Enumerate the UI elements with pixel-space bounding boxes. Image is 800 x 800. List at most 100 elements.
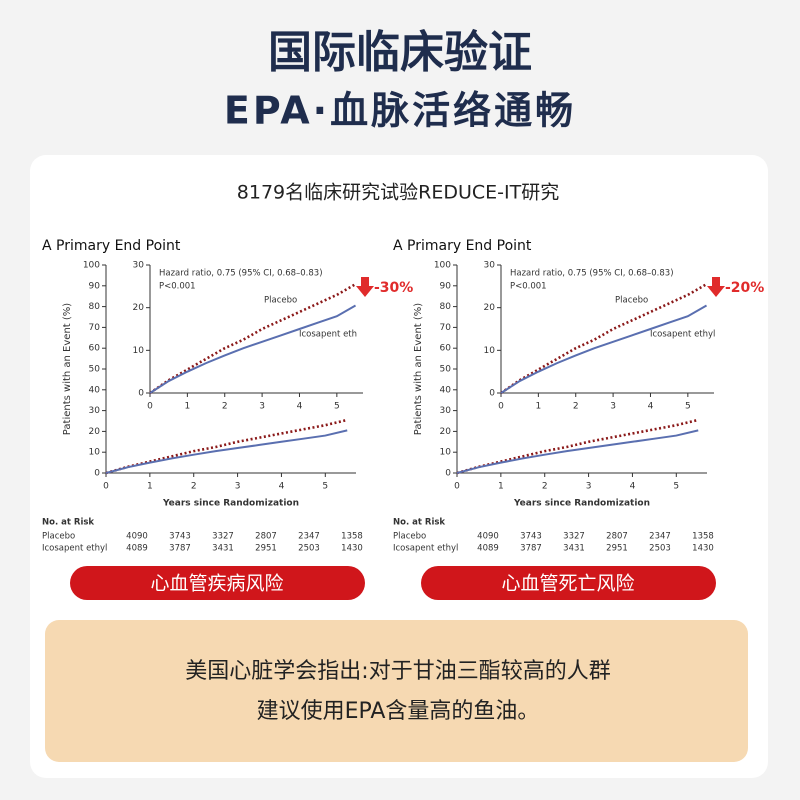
- legend-label: Placebo: [264, 296, 297, 306]
- banner: [70, 566, 365, 600]
- y-axis-label: Patients with an Event (%): [413, 303, 424, 435]
- risk-title: No. at Risk: [42, 518, 94, 528]
- y-tick-label: 90: [89, 281, 101, 291]
- x-tick-label: 0: [454, 482, 460, 492]
- risk-value: 2807: [606, 532, 628, 542]
- arrow: [356, 277, 374, 297]
- banner-text: 心血管死亡风险: [501, 573, 634, 595]
- x-axis-label: Years since Randomization: [162, 499, 299, 509]
- risk-value: 2503: [298, 544, 320, 554]
- y-tick-label: 30: [89, 406, 101, 416]
- x-tick-label: 2: [222, 402, 228, 412]
- subtitle: EPA·血脉活络通畅: [224, 89, 576, 133]
- banner-text: 心血管疾病风险: [150, 573, 283, 595]
- x-tick-label: 5: [685, 402, 691, 412]
- change-label: -20%: [725, 280, 764, 296]
- y-tick-label: 70: [440, 323, 452, 333]
- y-tick-label: 30: [440, 406, 452, 416]
- y-tick-label: 20: [484, 303, 496, 313]
- banner: [421, 566, 716, 600]
- y-tick-label: 50: [89, 365, 101, 375]
- risk-label: Placebo: [393, 532, 426, 542]
- y-tick-label: 60: [440, 344, 452, 354]
- risk-value: 2347: [298, 532, 320, 542]
- x-tick-label: 1: [536, 402, 542, 412]
- risk-label: Icosapent ethyl: [42, 544, 107, 554]
- legend-label: Placebo: [615, 296, 648, 306]
- y-tick-label: 0: [138, 389, 144, 399]
- y-tick-label: 70: [89, 323, 101, 333]
- risk-value: 2807: [255, 532, 277, 542]
- risk-value: 2347: [649, 532, 671, 542]
- series-line: [149, 304, 357, 394]
- x-tick-label: 3: [610, 402, 616, 412]
- x-tick-label: 5: [322, 482, 328, 492]
- y-tick-label: 0: [94, 469, 100, 479]
- y-tick-label: 10: [133, 346, 145, 356]
- x-tick-label: 1: [147, 482, 153, 492]
- risk-value: 3787: [169, 544, 191, 554]
- x-tick-label: 4: [630, 482, 636, 492]
- series-line: [456, 429, 699, 474]
- x-tick-label: 0: [103, 482, 109, 492]
- risk-value: 2503: [649, 544, 671, 554]
- note-line: 建议使用EPA含量高的鱼油。: [257, 699, 540, 724]
- y-tick-label: 100: [83, 261, 100, 271]
- series-line: [105, 429, 348, 474]
- legend-label: Icosapent ethyl: [650, 330, 715, 340]
- annotation: P<0.001: [159, 282, 196, 292]
- annotation: Hazard ratio, 0.75 (95% CI, 0.68–0.83): [510, 269, 674, 279]
- y-tick-label: 60: [89, 344, 101, 354]
- x-tick-label: 1: [498, 482, 504, 492]
- y-tick-label: 30: [133, 261, 145, 271]
- arrow: [707, 277, 725, 297]
- risk-value: 1430: [692, 544, 714, 554]
- risk-value: 3327: [563, 532, 585, 542]
- risk-value: 3431: [212, 544, 234, 554]
- risk-label: Icosapent ethyl: [393, 544, 458, 554]
- risk-value: 1430: [341, 544, 363, 554]
- y-tick-label: 10: [89, 448, 101, 458]
- risk-title: No. at Risk: [393, 518, 445, 528]
- risk-value: 2951: [606, 544, 628, 554]
- y-tick-label: 20: [133, 303, 145, 313]
- y-tick-label: 30: [484, 261, 496, 271]
- x-tick-label: 5: [673, 482, 679, 492]
- chart-title: A Primary End Point: [393, 238, 532, 254]
- series-line: [149, 283, 357, 395]
- y-tick-label: 100: [434, 261, 451, 271]
- x-tick-label: 4: [279, 482, 285, 492]
- y-tick-label: 90: [440, 281, 452, 291]
- x-tick-label: 4: [297, 402, 303, 412]
- risk-value: 3743: [520, 532, 542, 542]
- y-tick-label: 40: [89, 385, 101, 395]
- risk-value: 4090: [477, 532, 499, 542]
- change-label: -30%: [374, 280, 413, 296]
- risk-value: 4089: [477, 544, 499, 554]
- chart-title: A Primary End Point: [42, 238, 181, 254]
- card-title: 8179名临床研究试验REDUCE-IT研究: [237, 182, 559, 204]
- x-tick-label: 3: [586, 482, 592, 492]
- series-line: [500, 283, 708, 395]
- series-line: [500, 304, 708, 394]
- y-tick-label: 10: [484, 346, 496, 356]
- y-tick-label: 10: [440, 448, 452, 458]
- legend-label: Icosapent eth: [299, 330, 357, 340]
- x-tick-label: 0: [147, 402, 153, 412]
- risk-value: 1358: [341, 532, 363, 542]
- y-tick-label: 0: [445, 469, 451, 479]
- risk-label: Placebo: [42, 532, 75, 542]
- x-tick-label: 3: [235, 482, 241, 492]
- x-tick-label: 4: [648, 402, 654, 412]
- x-tick-label: 3: [259, 402, 265, 412]
- x-tick-label: 0: [498, 402, 504, 412]
- annotation: Hazard ratio, 0.75 (95% CI, 0.68–0.83): [159, 269, 323, 279]
- x-axis-label: Years since Randomization: [513, 499, 650, 509]
- y-tick-label: 80: [89, 302, 101, 312]
- risk-value: 4090: [126, 532, 148, 542]
- y-tick-label: 40: [440, 385, 452, 395]
- y-tick-label: 20: [89, 427, 101, 437]
- risk-value: 3743: [169, 532, 191, 542]
